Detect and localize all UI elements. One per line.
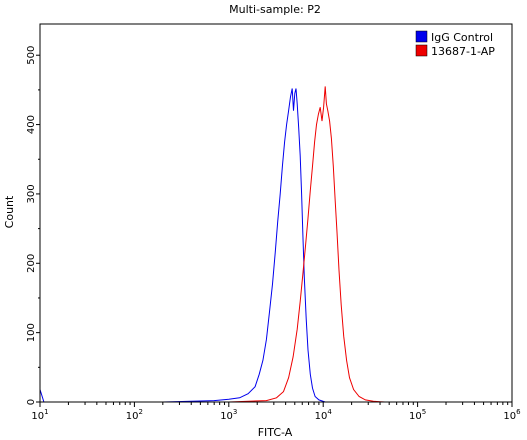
series-layer — [40, 86, 512, 402]
legend-swatch — [415, 44, 428, 57]
y-tick-label: 100 — [26, 323, 37, 342]
y-axis-label: Count — [3, 195, 16, 228]
legend-swatch — [415, 30, 428, 43]
series-line-1 — [40, 88, 512, 402]
x-tick-label: 105 — [409, 408, 426, 422]
x-tick-label: 106 — [503, 408, 521, 422]
y-axis: 0 100 200 300 400 500 — [26, 46, 40, 405]
legend-label: IgG Control — [431, 31, 493, 44]
x-tick-label: 103 — [220, 408, 237, 422]
chart-title: Multi-sample: P2 — [229, 3, 321, 16]
x-tick-label: 104 — [315, 408, 333, 422]
plot-frame — [39, 23, 513, 403]
x-axis: 101 102 103 104 105 106 — [31, 402, 521, 422]
legend-label: 13687-1-AP — [431, 45, 495, 58]
y-tick-label: 200 — [26, 254, 37, 273]
series-line-2 — [228, 86, 512, 402]
y-tick-label: 400 — [26, 115, 37, 134]
x-axis-label: FITC-A — [258, 426, 293, 439]
y-tick-label: 500 — [26, 46, 37, 65]
y-tick-label: 300 — [26, 184, 37, 203]
x-tick-label: 101 — [31, 408, 48, 422]
y-tick-label: 0 — [26, 399, 37, 405]
x-tick-label: 102 — [126, 408, 143, 422]
